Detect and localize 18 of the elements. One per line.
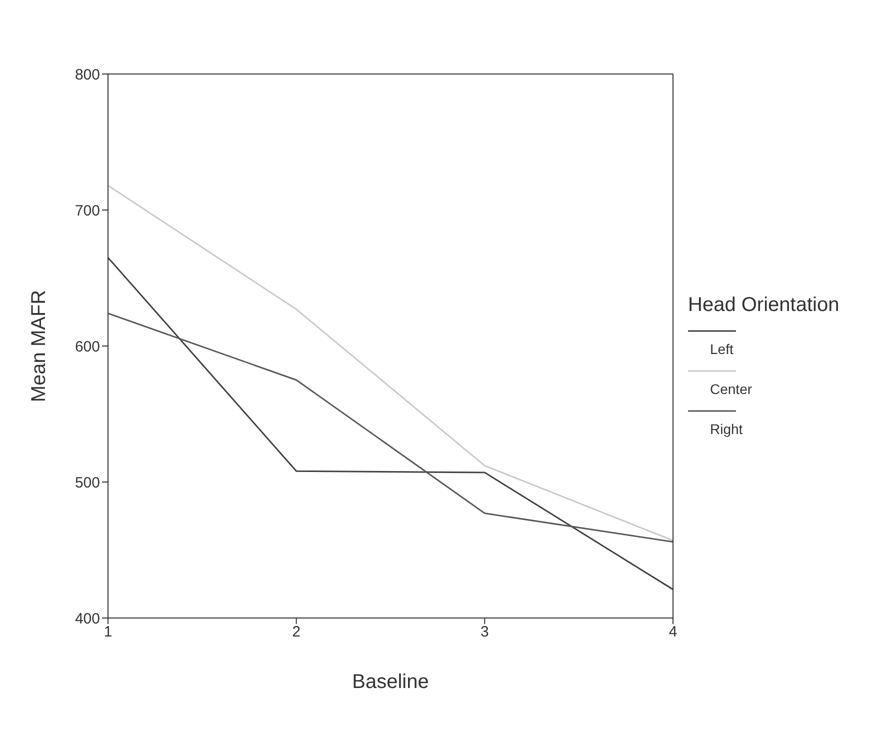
line-series — [108, 256, 673, 590]
y-tick-label: 400 — [74, 610, 100, 628]
y-tick-label: 600 — [74, 338, 100, 356]
y-tick-label: 800 — [74, 66, 100, 84]
x-axis-title: Baseline — [352, 671, 429, 693]
x-tick-label: 4 — [668, 624, 678, 641]
x-tick-label: 3 — [480, 624, 489, 641]
line-series — [108, 312, 673, 543]
y-tick-label: 700 — [74, 202, 100, 220]
line-series — [108, 184, 673, 542]
x-tick-label: 1 — [104, 624, 112, 641]
legend-label: Left — [709, 340, 734, 356]
legend-label: Right — [709, 420, 744, 436]
legend-title: Head Orientation — [688, 294, 840, 316]
legend-label: Center — [709, 380, 754, 396]
y-tick-label: 500 — [74, 474, 100, 492]
x-tick-label: 2 — [292, 624, 301, 641]
y-axis-title: Mean MAFR — [28, 290, 50, 402]
